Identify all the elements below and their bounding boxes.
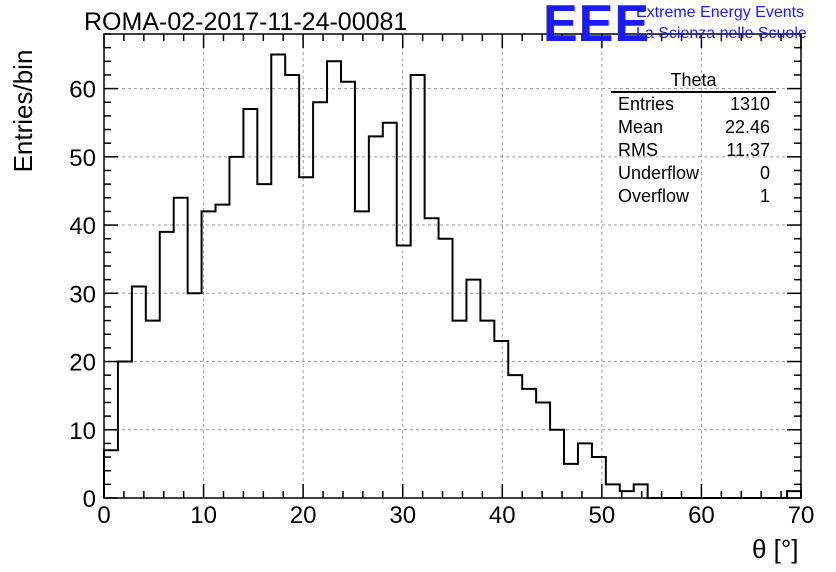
stats-row-overflow: Overflow 1 — [611, 185, 776, 208]
y-tick-label: 20 — [69, 350, 96, 377]
x-tick-label: 0 — [97, 502, 110, 529]
y-tick-label: 50 — [69, 145, 96, 172]
stats-box: Theta Entries 1310 Mean 22.46 RMS 11.37 … — [611, 70, 776, 208]
y-tick-label: 30 — [69, 281, 96, 308]
y-axis-label: Entries/bin — [8, 49, 38, 173]
grid-lines — [104, 34, 801, 498]
stats-label: Underflow — [618, 163, 700, 183]
stats-row-rms: RMS 11.37 — [611, 139, 776, 162]
x-tick-label: 30 — [389, 502, 416, 529]
y-tick-label: 60 — [69, 77, 96, 104]
stats-value: 0 — [759, 163, 770, 183]
y-tick-label: 0 — [83, 486, 96, 513]
histogram-outline — [103, 53, 802, 499]
x-tick-label: 70 — [788, 502, 815, 529]
stats-title: Theta — [611, 70, 776, 93]
stats-row-mean: Mean 22.46 — [611, 116, 776, 139]
x-tick-label: 20 — [290, 502, 317, 529]
x-tick-label: 40 — [489, 502, 516, 529]
x-tick-label: 50 — [589, 502, 616, 529]
chart-title: ROMA-02-2017-11-24-00081 — [84, 8, 408, 36]
stats-value: 1310 — [729, 94, 770, 114]
logo-line-1: Extreme Energy Events — [636, 4, 805, 21]
x-axis-label: θ [°] — [752, 534, 799, 564]
stats-label: Entries — [618, 94, 675, 114]
y-tick-label: 40 — [69, 213, 96, 240]
x-tick-label: 60 — [688, 502, 715, 529]
y-tick-label: 10 — [69, 418, 96, 445]
plot-frame — [103, 33, 802, 499]
x-tick-label: 10 — [190, 502, 217, 529]
stats-row-entries: Entries 1310 — [611, 93, 776, 116]
stats-label: RMS — [618, 140, 658, 160]
logo-line-2: La Scienza nelle Scuole — [636, 25, 807, 42]
eee-logo: EEE — [543, 0, 651, 53]
stats-label: Mean — [618, 117, 664, 137]
stats-row-underflow: Underflow 0 — [611, 162, 776, 185]
stats-value: 22.46 — [724, 117, 770, 137]
stats-value: 11.37 — [726, 140, 770, 160]
stats-label: Overflow — [618, 186, 690, 206]
stats-value: 1 — [759, 186, 770, 206]
